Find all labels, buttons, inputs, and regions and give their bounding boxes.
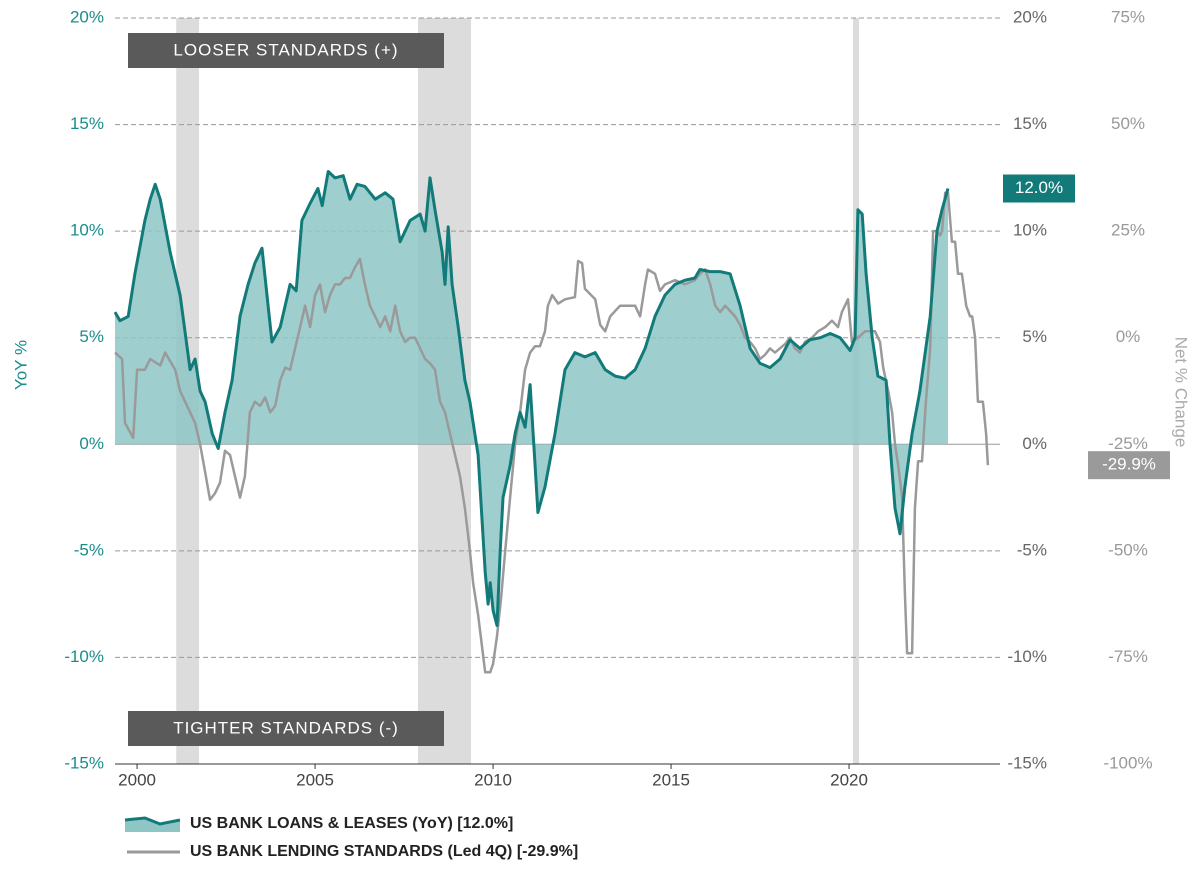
area (115, 171, 948, 626)
legend-swatch (124, 816, 181, 826)
line (114, 191, 990, 674)
x-tick-label: 2000 (118, 770, 156, 789)
y2-tick-label: -75% (1108, 647, 1148, 666)
x-tick-label: 2005 (296, 770, 334, 789)
y-tick-label-mid: 20% (1013, 7, 1047, 26)
legend-label: US BANK LOANS & LEASES (YoY) [12.0%] (190, 815, 513, 832)
end-label-box (1088, 451, 1170, 480)
end-label: 12.0% (1015, 178, 1063, 197)
x-tick-label: 2015 (652, 770, 690, 789)
y2-tick-label: -50% (1108, 540, 1148, 559)
y2-tick-label: 75% (1111, 7, 1145, 26)
y-tick-label: 20% (70, 7, 104, 26)
y-tick-label: -5% (74, 540, 104, 559)
y2-tick-label: -25% (1108, 434, 1148, 453)
y-axis-title: YoY % (11, 340, 30, 390)
y-tick-label: -15% (64, 753, 104, 772)
y-tick-label-mid: 15% (1013, 114, 1047, 133)
y-tick-label-mid: -10% (1007, 647, 1047, 666)
line (113, 170, 950, 627)
annotation-box (128, 711, 444, 746)
y-tick-label-mid: -15% (1007, 753, 1047, 772)
y2-axis-title: Net % Change (1172, 337, 1191, 448)
annotation-box (128, 33, 444, 68)
y-tick-label-mid: 10% (1013, 221, 1047, 240)
legend-swatch-area (125, 818, 180, 832)
y2-tick-label: 25% (1111, 221, 1145, 240)
legend-label: US BANK LENDING STANDARDS (Led 4Q) [-29.… (190, 843, 578, 860)
y2-tick-label: -100% (1103, 753, 1152, 772)
end-label: -29.9% (1102, 455, 1156, 474)
y-tick-label: 5% (79, 327, 104, 346)
y-tick-label-mid: 5% (1022, 327, 1047, 346)
y-tick-label: 0% (79, 434, 104, 453)
end-label-box (1003, 174, 1075, 203)
annotation: TIGHTER STANDARDS (-) (173, 718, 399, 737)
y-tick-label: 15% (70, 114, 104, 133)
x-tick-label: 2020 (830, 770, 868, 789)
annotation: LOOSER STANDARDS (+) (173, 40, 398, 59)
y-tick-label-mid: 0% (1022, 434, 1047, 453)
y-tick-label: -10% (64, 647, 104, 666)
y-tick-label: 10% (70, 221, 104, 240)
y2-tick-label: 50% (1111, 114, 1145, 133)
y2-tick-label: 0% (1116, 327, 1141, 346)
x-tick-label: 2010 (474, 770, 512, 789)
y-tick-label-mid: -5% (1017, 540, 1047, 559)
